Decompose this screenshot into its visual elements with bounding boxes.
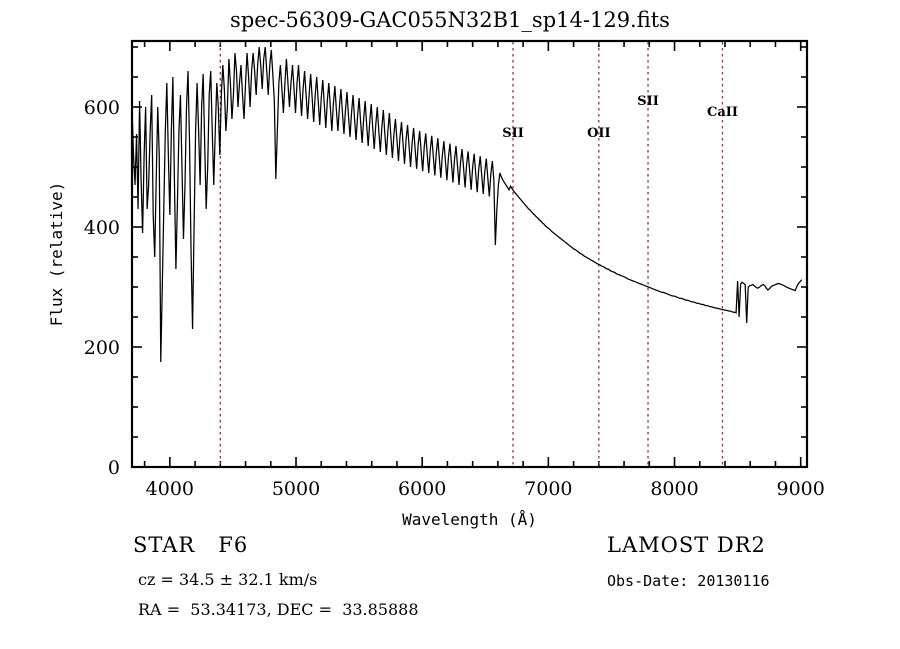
x-tick-label: 9000 <box>777 478 825 500</box>
y-tick-label: 600 <box>84 97 120 119</box>
x-tick-label: 4000 <box>146 478 194 500</box>
coordinates-label: RA = 53.34173, DEC = 33.85888 <box>138 600 419 619</box>
object-type-label: STAR <box>133 533 196 557</box>
x-tick-label: 8000 <box>650 478 698 500</box>
page-title: spec-56309-GAC055N32B1_sp14-129.fits <box>230 8 670 32</box>
radial-velocity-label: cz = 34.5 ± 32.1 km/s <box>138 570 318 589</box>
spectral-line-label: OII <box>587 126 611 141</box>
spectral-class-label: F6 <box>218 533 249 557</box>
survey-label: LAMOST DR2 <box>607 533 766 557</box>
x-axis-title: Wavelength (Å) <box>402 510 537 529</box>
spectrum-trace <box>131 46 803 363</box>
plot-frame <box>130 39 809 469</box>
x-tick-label: 5000 <box>272 478 320 500</box>
spectral-line-label: CaII <box>707 105 738 120</box>
spectral-line-label: SII <box>502 126 524 141</box>
y-axis-title: Flux (relative) <box>47 182 66 327</box>
y-tick-label: 200 <box>84 337 120 359</box>
footer-object-line: STAR F6 <box>133 533 248 557</box>
x-tick-label: 6000 <box>398 478 446 500</box>
x-tick-label: 7000 <box>524 478 572 500</box>
spectral-line-label: SII <box>637 94 659 109</box>
y-tick-label: 0 <box>108 457 120 479</box>
observation-date-label: Obs-Date: 20130116 <box>607 572 770 590</box>
y-tick-label: 400 <box>84 217 120 239</box>
